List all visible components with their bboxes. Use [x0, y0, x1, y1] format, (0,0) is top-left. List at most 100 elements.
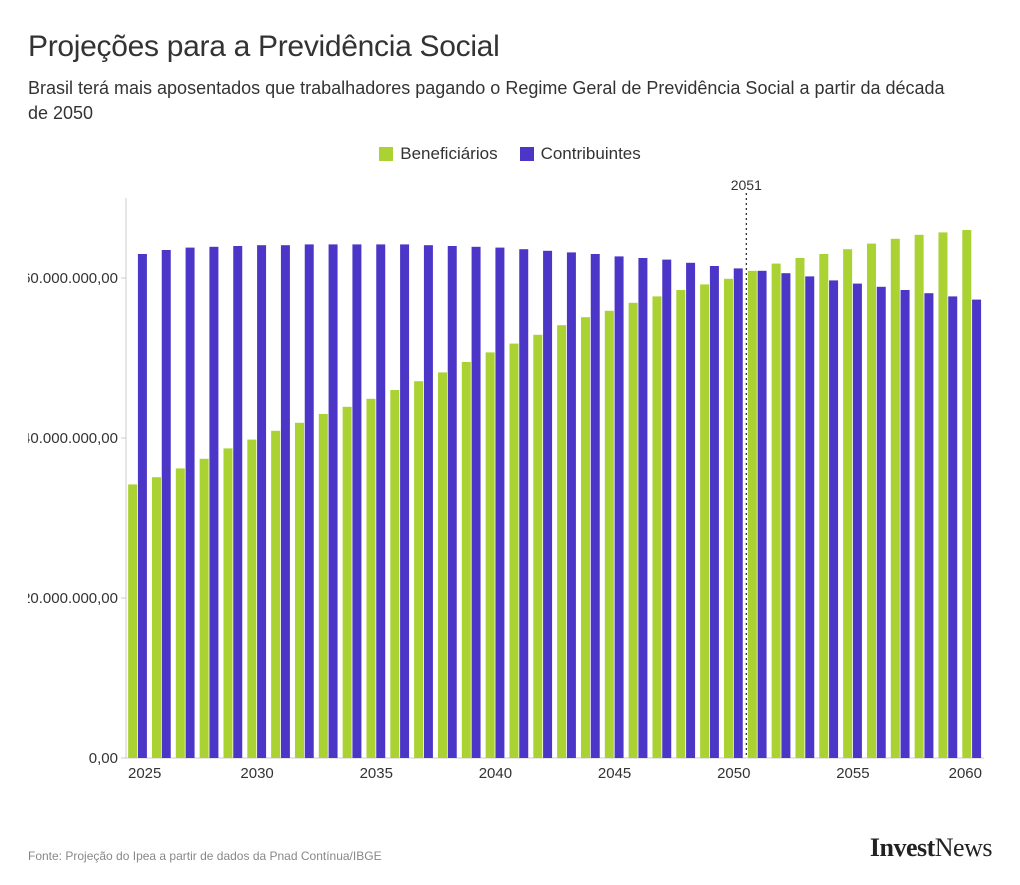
bar: [519, 250, 528, 759]
bar: [629, 303, 638, 758]
bar: [233, 246, 242, 758]
bar: [662, 260, 671, 758]
bar: [533, 335, 542, 758]
bar: [414, 382, 423, 759]
bar: [557, 326, 566, 759]
bar: [938, 233, 947, 759]
legend-label-2: Contribuintes: [541, 144, 641, 164]
svg-text:2040: 2040: [479, 765, 512, 782]
bar: [676, 290, 685, 758]
legend-label-1: Beneficiários: [400, 144, 497, 164]
svg-text:2035: 2035: [360, 765, 393, 782]
bar: [843, 250, 852, 759]
legend-item-beneficiarios: Beneficiários: [379, 144, 497, 164]
bar: [509, 344, 518, 758]
svg-text:2025: 2025: [128, 765, 161, 782]
bar: [877, 287, 886, 758]
chart-title: Projeções para a Previdência Social: [28, 30, 992, 64]
brand-part-2: News: [935, 833, 992, 862]
legend-swatch-1: [379, 147, 393, 161]
svg-text:20.000.000,00: 20.000.000,00: [28, 590, 118, 607]
bar: [271, 431, 280, 758]
bar: [605, 311, 614, 758]
svg-text:40.000.000,00: 40.000.000,00: [28, 430, 118, 447]
bar: [186, 248, 195, 758]
bar: [724, 279, 733, 758]
bar: [710, 266, 719, 758]
bar: [305, 245, 314, 759]
bar: [295, 423, 304, 758]
legend: Beneficiários Contribuintes: [28, 144, 992, 164]
bar: [962, 230, 971, 758]
svg-text:2060: 2060: [949, 765, 982, 782]
bar: [162, 250, 171, 758]
bar: [400, 245, 409, 759]
brand-logo: InvestNews: [870, 833, 992, 863]
bar: [795, 258, 804, 758]
bar: [390, 390, 399, 758]
source-text: Fonte: Projeção do Ipea a partir de dado…: [28, 849, 382, 863]
bar: [924, 294, 933, 759]
bar: [638, 258, 647, 758]
bar: [901, 290, 910, 758]
bar: [734, 269, 743, 759]
bar: [281, 246, 290, 759]
bar: [805, 277, 814, 759]
chart-area: 0,00 20.000.000,00 40.000.000,00 60.000.000…: [28, 178, 992, 782]
legend-swatch-2: [520, 147, 534, 161]
bar: [972, 300, 981, 758]
svg-text:2045: 2045: [598, 765, 631, 782]
bar: [424, 246, 433, 759]
bar: [615, 257, 624, 759]
bar: [138, 254, 147, 758]
bar: [772, 264, 781, 758]
bar: [343, 407, 352, 758]
svg-text:2030: 2030: [240, 765, 273, 782]
bar: [223, 449, 232, 759]
svg-text:2050: 2050: [717, 765, 750, 782]
bar: [448, 246, 457, 758]
bar: [495, 248, 504, 758]
bar: [686, 263, 695, 758]
bar: [329, 245, 338, 759]
svg-text:60.000.000,00: 60.000.000,00: [28, 270, 118, 287]
bar: [915, 235, 924, 758]
bar: [591, 254, 600, 758]
bar: [567, 253, 576, 759]
bar: [472, 247, 481, 758]
bar: [200, 459, 209, 758]
bar: [152, 478, 161, 759]
bar: [581, 318, 590, 759]
bar: [652, 297, 661, 759]
bar: [781, 274, 790, 759]
bar: [376, 245, 385, 759]
bar: [748, 271, 757, 758]
bar: [462, 362, 471, 758]
bar: [128, 485, 137, 759]
bar: [486, 353, 495, 759]
bar-chart: 0,00 20.000.000,00 40.000.000,00 60.000.000…: [28, 178, 992, 782]
svg-text:0,00: 0,00: [89, 750, 118, 767]
bar: [829, 281, 838, 759]
bar: [948, 297, 957, 759]
bar: [352, 245, 361, 759]
bar: [438, 373, 447, 759]
svg-text:2055: 2055: [836, 765, 869, 782]
brand-part-1: Invest: [870, 833, 935, 862]
bar: [257, 246, 266, 759]
bar: [209, 247, 218, 758]
legend-item-contribuintes: Contribuintes: [520, 144, 641, 164]
bar: [543, 251, 552, 758]
bar: [891, 239, 900, 758]
bar: [867, 244, 876, 758]
chart-subtitle: Brasil terá mais aposentados que trabalh…: [28, 76, 968, 126]
svg-text:2051: 2051: [731, 178, 762, 193]
bar: [319, 414, 328, 758]
bar: [758, 271, 767, 758]
bar: [819, 254, 828, 758]
bar: [700, 285, 709, 759]
bar: [247, 440, 256, 758]
bar: [853, 284, 862, 758]
bar: [366, 399, 375, 758]
bar: [176, 469, 185, 759]
